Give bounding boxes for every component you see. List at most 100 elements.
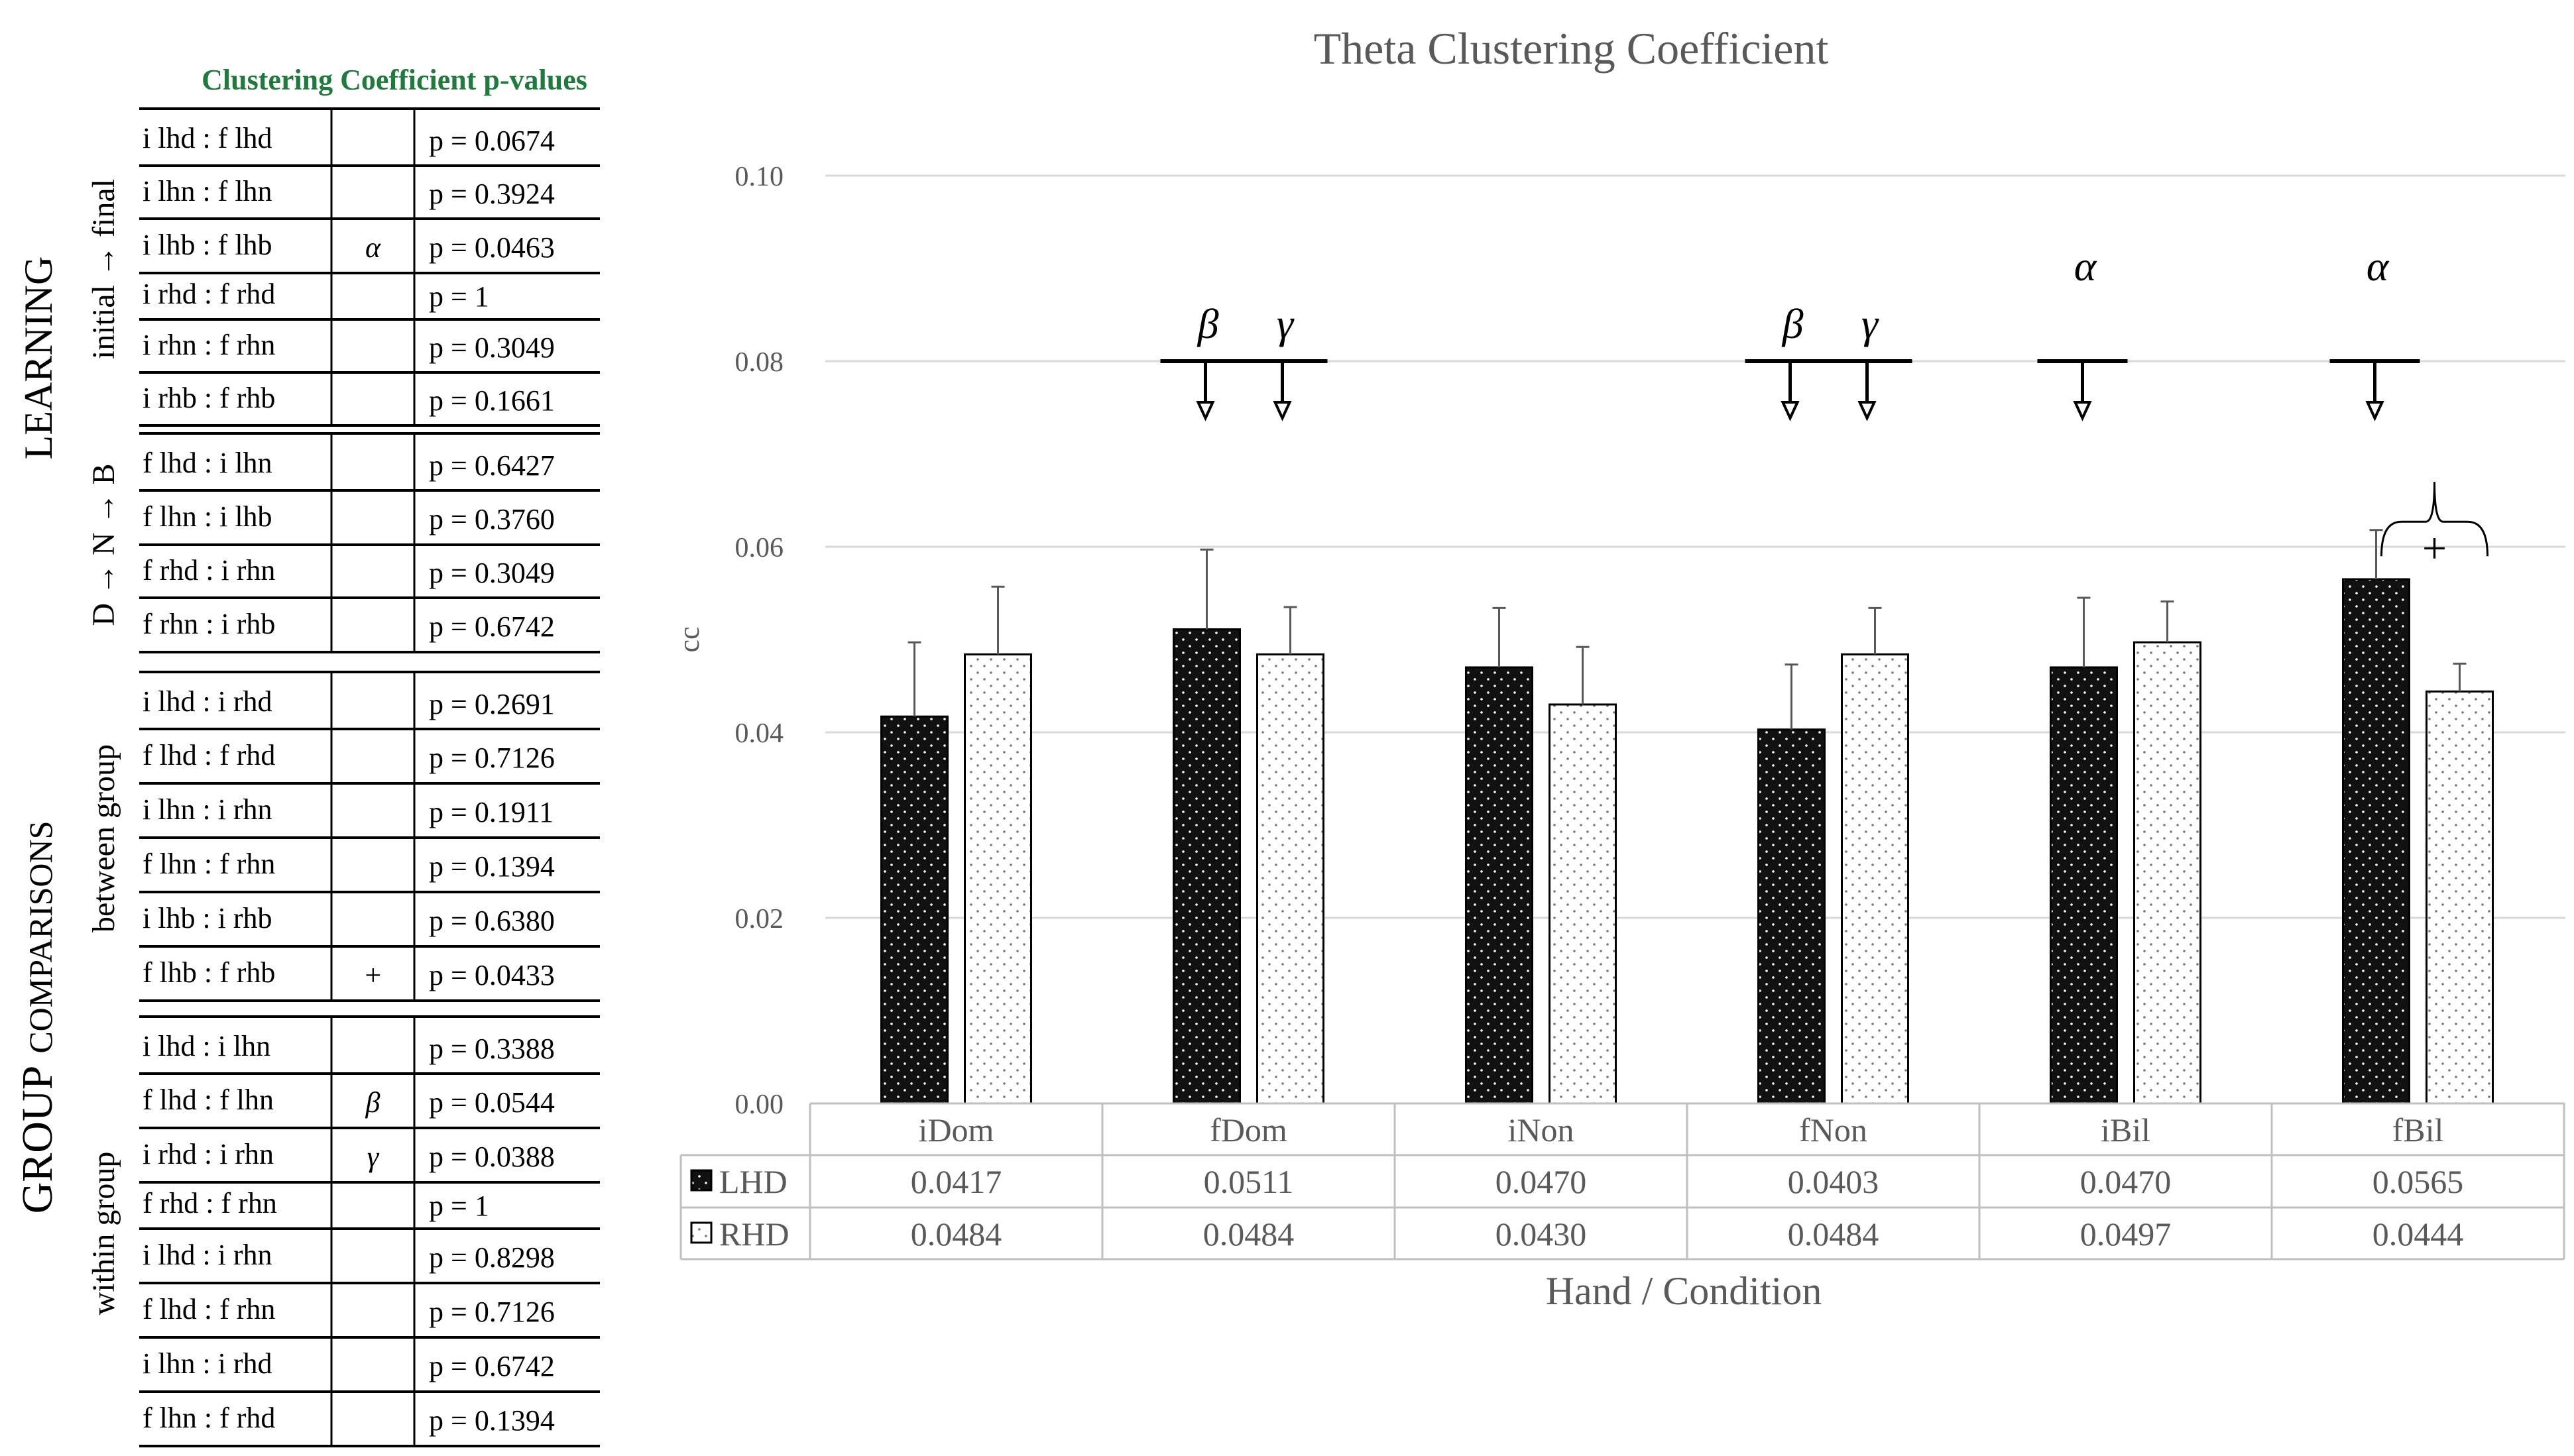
bracket-left <box>2380 482 2435 557</box>
comparison-cell: i lhd : i lhn <box>143 1030 270 1062</box>
table-group: i lhd : f lhd p = 0.0674 i lhn : f lhn p = … <box>86 107 600 427</box>
comparison-cell: i lhn : f lhn <box>143 175 272 207</box>
bar-rhd-fDom <box>1256 653 1324 1105</box>
table-row: f rhd : f rhn p = 1 <box>139 1187 600 1230</box>
legend-swatch-lhd <box>690 1169 713 1192</box>
data-label: 0.0470 <box>1495 1163 1587 1200</box>
group-comparisons-prefix: GROUP <box>13 1066 62 1214</box>
annotation-arrow-head <box>2365 401 2384 421</box>
comparison-cell: i lhd : i rhn <box>143 1239 272 1271</box>
table-row: f lhd : f lhn β p = 0.0544 <box>139 1084 600 1129</box>
data-label: 0.0444 <box>2372 1215 2464 1253</box>
chart-title: Theta Clustering Coefficient <box>1314 23 1829 74</box>
comparison-cell: f rhd : f rhn <box>143 1187 277 1219</box>
y-tick-label: 0.06 <box>735 533 784 563</box>
y-axis-label: cc <box>673 626 705 652</box>
data-label: 0.0565 <box>2372 1163 2464 1200</box>
table-group: f lhd : i lhn p = 0.6427 f lhn : i lhb p = … <box>86 432 600 653</box>
data-label: 0.0417 <box>911 1163 1002 1200</box>
comparison-cell: i lhn : i rhd <box>143 1347 272 1380</box>
table-row: i rhb : f rhb p = 0.1661 <box>139 382 600 427</box>
comparison-cell: f rhn : i rhb <box>143 608 275 640</box>
bracket-right <box>2433 482 2488 557</box>
p-value-cell: p = 0.6380 <box>429 905 555 937</box>
bar-rhd-fNon <box>1841 653 1909 1105</box>
x-tick-label: fDom <box>1210 1111 1287 1148</box>
comparison-cell: f lhd : f lhn <box>143 1084 274 1116</box>
data-label: 0.0484 <box>1203 1215 1295 1253</box>
data-label: 0.0470 <box>2080 1163 2172 1200</box>
bar-lhd-fDom <box>1173 628 1241 1105</box>
x-tick-label: iBil <box>2101 1111 2150 1148</box>
group-label: initial → final <box>86 179 121 359</box>
group-comparisons-section-label: GROUP COMPARISONS <box>13 821 62 1214</box>
table-group: i lhd : i lhn p = 0.3388 f lhd : f lhn β p =… <box>86 1015 600 1447</box>
x-tick-label: iNon <box>1508 1111 1574 1148</box>
table-row: f rhn : i rhb p = 0.6742 <box>139 608 600 653</box>
comparison-cell: i rhb : f rhb <box>143 382 275 414</box>
annotation-symbol: γ <box>1277 300 1295 347</box>
table-row: i lhd : i lhn p = 0.3388 <box>139 1030 600 1075</box>
annotation-symbol: γ <box>1861 300 1879 347</box>
significance-mark-cell: α <box>365 231 381 264</box>
group-label: D → N → B <box>86 463 121 626</box>
bar-rhd-iNon <box>1549 703 1617 1105</box>
y-tick-label: 0.04 <box>735 718 784 749</box>
table-row: i lhn : f lhn p = 0.3924 <box>139 175 600 220</box>
annotation-arrow-head <box>1857 401 1877 421</box>
comparison-cell: i rhd : f rhd <box>143 278 275 310</box>
table-row: i lhd : f lhd p = 0.0674 <box>139 122 600 167</box>
group-comparisons-suffix: COMPARISONS <box>22 821 59 1054</box>
x-tick-label: fNon <box>1799 1111 1867 1148</box>
significance-mark-cell: γ <box>367 1141 380 1173</box>
bar-lhd-fBil <box>2342 578 2410 1105</box>
y-tick-label: 0.10 <box>735 162 784 192</box>
legend-label-rhd: RHD <box>719 1215 790 1253</box>
p-value-cell: p = 0.0463 <box>429 231 555 264</box>
p-value-cell: p = 0.3924 <box>429 178 555 210</box>
data-label: 0.0511 <box>1204 1163 1294 1200</box>
comparison-cell: i lhb : f lhb <box>143 229 272 261</box>
p-value-cell: p = 0.0674 <box>429 125 555 157</box>
table-row: i rhn : f rhn p = 0.3049 <box>139 329 600 374</box>
table-row: f rhd : i rhn p = 0.3049 <box>139 554 600 599</box>
data-label: 0.0484 <box>1788 1215 1879 1253</box>
table-row: i lhn : i rhd p = 0.6742 <box>139 1347 600 1393</box>
comparison-cell: i rhn : f rhn <box>143 329 275 361</box>
p-value-cell: p = 0.7126 <box>429 1296 555 1328</box>
comparison-cell: i lhb : i rhb <box>143 902 272 934</box>
p-value-cell: p = 0.1394 <box>429 850 555 883</box>
group-label: within group <box>86 1152 121 1316</box>
data-label: 0.0484 <box>911 1215 1002 1253</box>
annotation-arrow-head <box>2073 401 2092 421</box>
table-row: f lhn : f rhn p = 0.1394 <box>139 848 600 893</box>
p-value-cell: p = 0.3388 <box>429 1033 555 1065</box>
annotation-symbol: α <box>2074 243 2097 290</box>
p-value-cell: p = 1 <box>429 280 489 313</box>
learning-section-label: LEARNING <box>17 256 60 460</box>
bracket-symbol: + <box>2422 524 2447 573</box>
bar-rhd-fBil <box>2426 690 2494 1105</box>
annotation-arrow-head <box>1273 401 1292 421</box>
annotation-symbol: α <box>2367 243 2390 290</box>
bar-lhd-iDom <box>880 715 949 1105</box>
comparison-cell: f rhd : i rhn <box>143 554 275 587</box>
data-label: 0.0430 <box>1495 1215 1587 1253</box>
annotation-symbol: β <box>1781 300 1804 347</box>
annotation-arrow-head <box>1196 401 1215 421</box>
table-row: i rhd : f rhd p = 1 <box>139 278 600 321</box>
data-label: 0.0497 <box>2080 1215 2172 1253</box>
p-value-cell: p = 0.6427 <box>429 449 555 482</box>
significance-mark-cell: + <box>363 959 383 991</box>
legend-label-lhd: LHD <box>719 1163 788 1200</box>
table-row: f lhn : f rhd p = 0.1394 <box>139 1402 600 1447</box>
bar-lhd-fNon <box>1757 728 1826 1105</box>
comparison-cell: f lhb : f rhb <box>143 956 275 989</box>
comparison-cell: f lhd : f rhn <box>143 1293 275 1325</box>
table-row: i rhd : i rhn γ p = 0.0388 <box>139 1138 600 1184</box>
table-row: f lhd : f rhd p = 0.7126 <box>139 739 600 785</box>
p-value-cell: p = 0.6742 <box>429 1350 555 1382</box>
p-value-cell: p = 0.0544 <box>429 1086 555 1119</box>
table-row: i lhd : i rhn p = 0.8298 <box>139 1239 600 1284</box>
p-value-cell: p = 0.7126 <box>429 742 555 774</box>
